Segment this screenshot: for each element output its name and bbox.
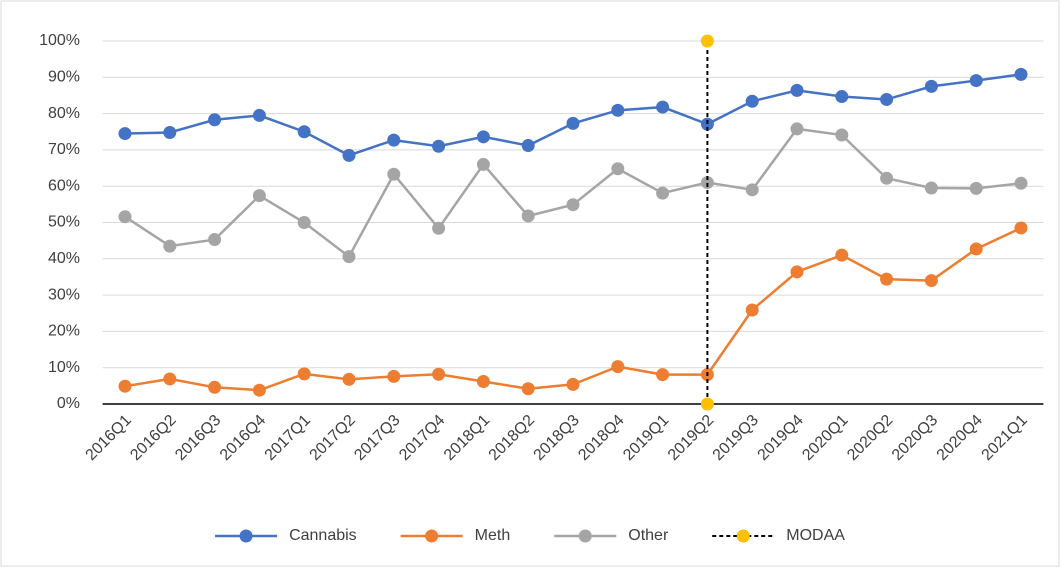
series-marker — [297, 216, 311, 229]
series-marker — [924, 274, 938, 288]
series-marker — [656, 100, 670, 114]
series-marker — [745, 303, 759, 317]
series-marker — [880, 92, 894, 106]
series-marker — [880, 171, 894, 185]
series-marker — [924, 181, 938, 195]
series-marker — [924, 79, 938, 93]
y-tick-label: 50% — [48, 214, 80, 231]
y-tick-label: 20% — [48, 323, 80, 340]
y-tick-label: 100% — [39, 32, 80, 49]
y-tick-label: 0% — [57, 395, 80, 412]
series-marker — [476, 130, 490, 144]
y-tick-label: 40% — [48, 250, 80, 267]
series-marker — [297, 367, 311, 381]
series-marker — [700, 397, 714, 411]
series-marker — [566, 198, 580, 212]
series-marker — [432, 221, 446, 235]
series-marker — [342, 372, 356, 386]
series-marker — [656, 368, 670, 382]
series-marker — [835, 90, 849, 104]
series-marker — [208, 233, 222, 247]
series-marker — [700, 176, 714, 190]
series-marker — [432, 367, 446, 381]
series-marker — [521, 209, 535, 223]
series-marker — [745, 183, 759, 197]
legend-label: Meth — [475, 527, 511, 544]
series-marker — [835, 248, 849, 262]
y-tick-label: 60% — [48, 177, 80, 194]
series-marker — [118, 210, 132, 224]
series-marker — [880, 272, 894, 286]
y-tick-label: 80% — [48, 105, 80, 122]
legend-marker — [425, 529, 439, 543]
legend-label: MODAA — [786, 527, 845, 544]
series-marker — [790, 122, 804, 136]
series-marker — [745, 94, 759, 108]
series-marker — [969, 242, 983, 256]
series-marker — [521, 139, 535, 153]
series-marker — [252, 383, 266, 397]
series-marker — [342, 250, 356, 264]
series-marker — [656, 186, 670, 200]
series-marker — [1014, 221, 1028, 235]
series-marker — [208, 113, 222, 127]
series-marker — [1014, 67, 1028, 81]
y-tick-label: 30% — [48, 286, 80, 303]
y-tick-label: 90% — [48, 69, 80, 86]
series-marker — [432, 139, 446, 153]
series-marker — [387, 167, 401, 181]
series-marker — [163, 125, 177, 139]
legend-marker — [578, 529, 592, 543]
series-marker — [700, 117, 714, 131]
series-marker — [790, 83, 804, 97]
series-marker — [297, 125, 311, 139]
series-marker — [566, 116, 580, 130]
series-marker — [611, 103, 625, 117]
series-marker — [521, 382, 535, 396]
y-tick-label: 70% — [48, 141, 80, 158]
series-marker — [700, 34, 714, 48]
series-marker — [969, 74, 983, 88]
y-tick-label: 10% — [48, 359, 80, 376]
series-marker — [969, 181, 983, 195]
series-marker — [208, 380, 222, 394]
legend-label: Cannabis — [289, 527, 357, 544]
legend-label: Other — [628, 527, 669, 544]
series-marker — [252, 108, 266, 122]
series-marker — [790, 265, 804, 279]
series-marker — [163, 239, 177, 253]
series-marker — [387, 369, 401, 383]
series-marker — [252, 189, 266, 203]
legend-marker — [239, 529, 253, 543]
series-marker — [476, 374, 490, 388]
series-marker — [835, 128, 849, 142]
series-marker — [1014, 176, 1028, 190]
series-marker — [611, 162, 625, 176]
series-marker — [611, 360, 625, 374]
series-marker — [342, 148, 356, 162]
series-marker — [476, 157, 490, 171]
series-marker — [118, 379, 132, 393]
series-marker — [118, 127, 132, 141]
series-marker — [163, 372, 177, 386]
legend-marker — [736, 529, 750, 543]
series-marker — [387, 133, 401, 147]
series-marker — [566, 377, 580, 391]
